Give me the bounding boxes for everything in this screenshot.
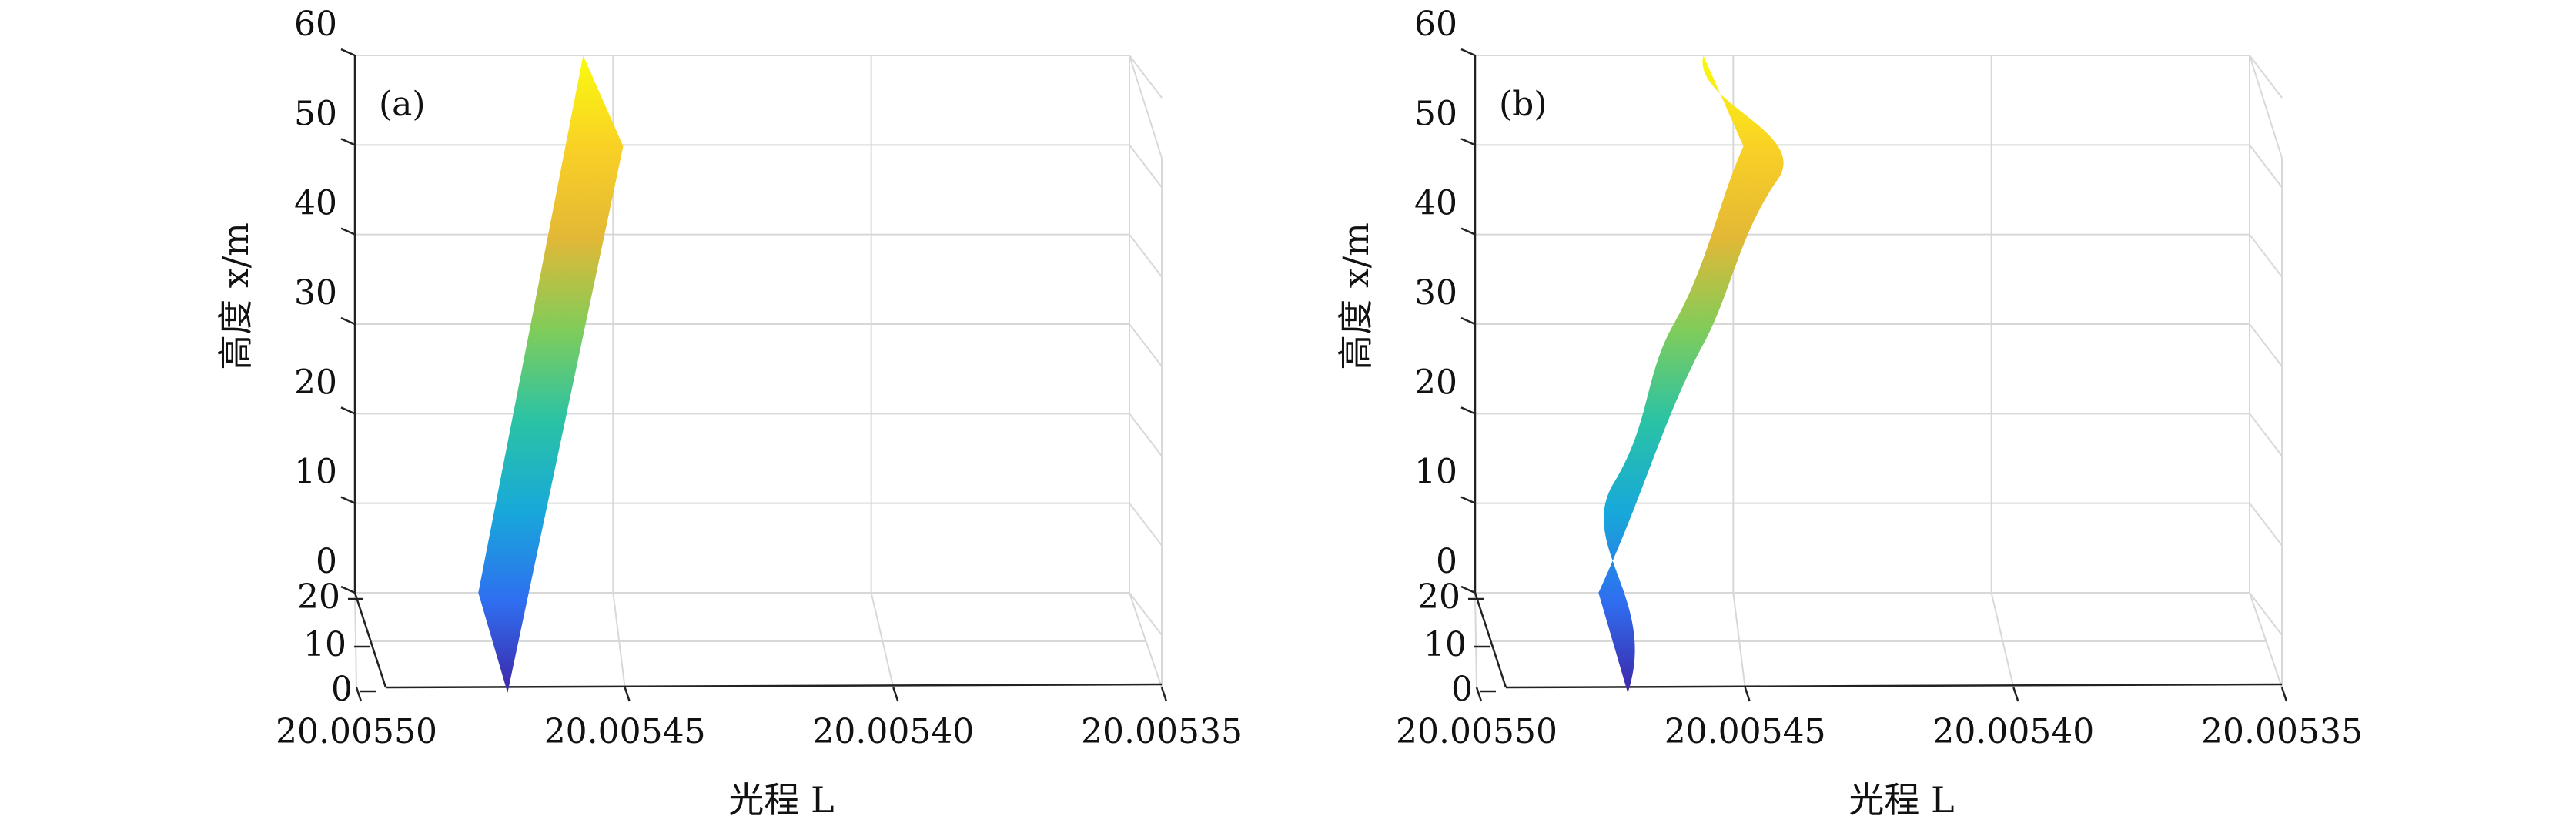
x-tick-mark	[1160, 687, 1168, 702]
z-tick-mark	[340, 406, 356, 415]
x-tick-label: 20.00540	[1932, 712, 2094, 751]
surface-ribbon	[478, 55, 624, 693]
z-gridline-depth	[1129, 592, 1163, 636]
x-tick-label: 20.00550	[276, 712, 437, 751]
z-tick-mark	[340, 138, 356, 146]
x-gridline-floor	[1129, 592, 1163, 688]
y-axis	[1474, 592, 1507, 688]
z-tick-label: 60	[1414, 5, 1457, 44]
x-tick-mark	[2280, 687, 2288, 702]
x-gridline-floor	[1474, 592, 1477, 688]
x-tick-label: 20.00540	[812, 712, 974, 751]
x-tick-label: 20.00545	[1664, 712, 1826, 751]
y-tick-label: 20	[297, 577, 340, 617]
x-gridline-floor	[612, 592, 626, 688]
x-tick-label: 20.00535	[2201, 712, 2363, 751]
z-gridline-depth	[2249, 234, 2283, 278]
z-tick-mark	[1460, 585, 1476, 594]
z-gridline-depth	[2249, 144, 2283, 188]
chart-panel-b: 0 10 20 30 40 50 60 0 10 20 20.00550 20.00545 20.005…	[1335, 5, 2363, 821]
z-gridline-depth	[1129, 55, 1163, 99]
panel-label: (b)	[1499, 85, 1547, 124]
z-tick-label: 20	[1414, 363, 1457, 402]
z-gridline-depth	[2249, 413, 2283, 456]
x-tick-mark	[892, 687, 899, 702]
z-tick-mark	[340, 227, 356, 236]
y-tick-label: 20	[1417, 577, 1460, 617]
x-tick-mark	[624, 687, 631, 702]
right-wall-top	[1129, 55, 1163, 159]
z-tick-mark	[340, 496, 356, 504]
z-tick-label: 20	[294, 363, 337, 402]
z-tick-label: 40	[1414, 184, 1457, 223]
z-tick-mark	[1460, 406, 1476, 415]
z-axis-label: 高度 x/m	[1335, 222, 1377, 370]
z-gridline-depth	[1129, 503, 1163, 547]
x-tick-mark	[1744, 687, 1751, 702]
x-tick-mark	[355, 687, 363, 702]
x-gridline-floor	[354, 592, 357, 688]
z-tick-label: 30	[294, 273, 337, 313]
x-tick-mark	[1475, 687, 1483, 702]
z-tick-label: 10	[1414, 453, 1457, 492]
z-gridline-depth	[1129, 323, 1163, 367]
x-tick-label: 20.00545	[544, 712, 706, 751]
z-axis-label: 高度 x/m	[215, 222, 256, 370]
z-tick-label: 0	[1436, 542, 1457, 581]
x-axis-label: 光程 L	[728, 779, 834, 821]
y-tick-label: 10	[1423, 625, 1467, 664]
x-tick-mark	[2012, 687, 2019, 702]
z-tick-mark	[1460, 316, 1476, 326]
z-tick-label: 10	[294, 453, 337, 492]
z-tick-label: 50	[294, 94, 337, 133]
chart-panel-a: 0 10 20 30 40 50 60 0 10 20 20.00550 20.00545 20.005…	[215, 5, 1243, 821]
z-gridline-depth	[1129, 413, 1163, 456]
x-tick-label: 20.00535	[1081, 712, 1243, 751]
x-axis	[1505, 683, 2283, 689]
x-gridline-floor	[1732, 592, 1746, 688]
z-tick-mark	[340, 316, 356, 326]
z-tick-label: 30	[1414, 273, 1457, 313]
y-tick-label: 0	[331, 670, 353, 709]
x-axis-label: 光程 L	[1848, 779, 1954, 821]
z-gridline-depth	[2249, 503, 2283, 547]
x-gridline-floor	[2249, 592, 2283, 688]
x-gridline-floor	[870, 592, 895, 688]
z-gridline-depth	[1129, 234, 1163, 278]
z-gridline-depth	[2249, 55, 2283, 99]
z-gridline-depth	[2249, 323, 2283, 367]
right-wall-top	[2249, 55, 2283, 159]
z-tick-label: 40	[294, 184, 337, 223]
z-tick-mark	[340, 48, 356, 57]
z-tick-label: 50	[1414, 94, 1457, 133]
y-tick-label: 10	[303, 625, 346, 664]
z-tick-mark	[340, 585, 356, 594]
z-tick-label: 0	[316, 542, 337, 581]
surface-ribbon	[1598, 55, 1784, 693]
panel-label: (a)	[379, 85, 426, 124]
z-gridline-depth	[2249, 592, 2283, 636]
z-tick-label: 60	[294, 5, 337, 44]
z-tick-mark	[1460, 48, 1476, 57]
z-tick-mark	[1460, 227, 1476, 236]
y-axis	[353, 592, 387, 688]
z-tick-mark	[1460, 138, 1476, 146]
x-axis	[385, 683, 1163, 689]
y-tick-label: 0	[1451, 670, 1473, 709]
x-gridline-floor	[1990, 592, 2015, 688]
z-gridline-depth	[1129, 144, 1163, 188]
x-tick-label: 20.00550	[1396, 712, 1557, 751]
z-tick-mark	[1460, 496, 1476, 504]
